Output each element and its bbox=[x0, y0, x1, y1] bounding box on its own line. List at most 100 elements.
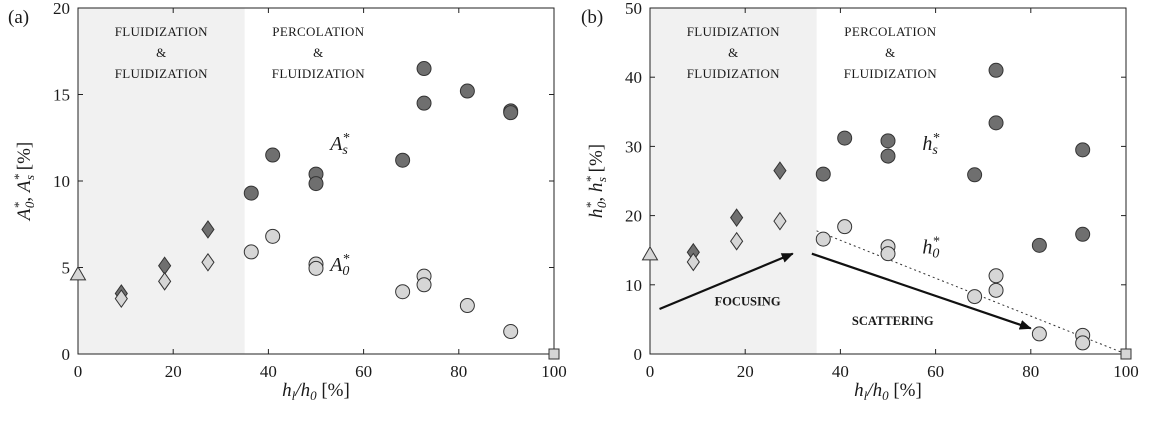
region-label-line: FLUIDIZATION bbox=[115, 66, 208, 81]
x-tick-label: 20 bbox=[737, 362, 754, 381]
y-tick-label: 20 bbox=[625, 207, 642, 226]
x-tick-label: 40 bbox=[832, 362, 849, 381]
x-tick-label: 80 bbox=[1022, 362, 1039, 381]
curve-label: h* 0 bbox=[922, 235, 939, 262]
data-point-circle bbox=[967, 167, 983, 183]
trend-arrow bbox=[659, 252, 794, 311]
data-point-circle bbox=[988, 115, 1004, 131]
y-tick-label: 15 bbox=[53, 86, 70, 105]
data-point-circle bbox=[880, 148, 896, 164]
data-point-diamond bbox=[773, 211, 787, 231]
panel-label: (a) bbox=[8, 7, 29, 28]
y-tick-label: 20 bbox=[53, 0, 70, 18]
region-label-line: FLUIDIZATION bbox=[687, 24, 780, 39]
x-tick-label: 40 bbox=[260, 362, 277, 381]
x-tick-label: 60 bbox=[927, 362, 944, 381]
data-point-circle bbox=[459, 83, 475, 99]
y-tick-label: 10 bbox=[625, 276, 642, 295]
data-point-circle bbox=[416, 95, 432, 111]
trend-arrow bbox=[811, 252, 1032, 330]
region-label-line: FLUIDIZATION bbox=[844, 66, 937, 81]
curve-label: A* s bbox=[328, 131, 349, 158]
panel-b: FLUIDIZATION & FLUIDIZATION PERCOLATION & FLU… bbox=[581, 0, 1139, 403]
annotation-label: SCATTERING bbox=[852, 314, 934, 328]
data-point-circle bbox=[265, 147, 281, 163]
data-point-circle bbox=[308, 260, 324, 276]
y-tick-label: 5 bbox=[62, 259, 71, 278]
data-point-circle bbox=[988, 268, 1004, 284]
region-label-line: & bbox=[156, 45, 166, 60]
y-tick-label: 0 bbox=[62, 345, 71, 364]
data-point-circle bbox=[265, 228, 281, 244]
shaded-region bbox=[78, 8, 245, 354]
x-axis-label: hl/h0 [%] bbox=[854, 380, 922, 403]
data-point-circle bbox=[815, 231, 831, 247]
data-point-circle bbox=[308, 176, 324, 192]
data-point-circle bbox=[967, 289, 983, 305]
region-label-line: PERCOLATION bbox=[272, 24, 364, 39]
data-point-diamond bbox=[114, 289, 128, 309]
y-tick-label: 30 bbox=[625, 137, 642, 156]
data-point-circle bbox=[459, 298, 475, 314]
data-point-square bbox=[1120, 348, 1132, 360]
data-point-circle bbox=[988, 282, 1004, 298]
x-tick-label: 80 bbox=[450, 362, 467, 381]
plot-frame bbox=[649, 7, 1127, 355]
panel-label: (b) bbox=[581, 7, 603, 28]
data-point-circle bbox=[395, 284, 411, 300]
data-point-circle bbox=[503, 105, 519, 121]
y-tick-label: 10 bbox=[53, 172, 70, 191]
data-point-triangle bbox=[641, 245, 659, 261]
y-tick-label: 50 bbox=[625, 0, 642, 18]
data-point-circle bbox=[395, 152, 411, 168]
data-point-diamond bbox=[158, 271, 172, 291]
curve-label: A* 0 bbox=[328, 252, 349, 279]
data-point-triangle bbox=[69, 265, 87, 281]
x-tick-label: 60 bbox=[355, 362, 372, 381]
data-point-diamond bbox=[773, 161, 787, 180]
data-point-diamond bbox=[730, 231, 744, 251]
x-tick-label: 20 bbox=[165, 362, 182, 381]
x-tick-label: 100 bbox=[1113, 362, 1139, 381]
panel-a: FLUIDIZATION & FLUIDIZATION PERCOLATION & FLU… bbox=[8, 0, 567, 403]
data-point-circle bbox=[1075, 142, 1091, 158]
shaded-region bbox=[650, 8, 817, 354]
data-point-circle bbox=[1031, 326, 1047, 342]
data-point-circle bbox=[988, 62, 1004, 78]
y-axis-label: A*0, A*s [%] bbox=[11, 142, 37, 223]
region-label-line: & bbox=[885, 45, 895, 60]
data-point-circle bbox=[880, 246, 896, 262]
x-tick-label: 100 bbox=[541, 362, 567, 381]
data-point-circle bbox=[1031, 237, 1047, 253]
data-point-circle bbox=[837, 130, 853, 146]
data-point-diamond bbox=[686, 252, 700, 272]
data-point-circle bbox=[416, 277, 432, 293]
data-point-circle bbox=[880, 133, 896, 149]
region-label-line: FLUIDIZATION bbox=[115, 24, 208, 39]
region-label-line: & bbox=[313, 45, 323, 60]
region-label-line: FLUIDIZATION bbox=[687, 66, 780, 81]
y-tick-label: 0 bbox=[634, 345, 643, 364]
region-label-line: FLUIDIZATION bbox=[272, 66, 365, 81]
data-point-square bbox=[548, 348, 560, 360]
x-tick-label: 0 bbox=[74, 362, 83, 381]
data-point-circle bbox=[837, 219, 853, 235]
x-tick-label: 0 bbox=[646, 362, 655, 381]
data-point-diamond bbox=[730, 208, 744, 228]
data-point-circle bbox=[416, 61, 432, 77]
data-point-diamond bbox=[201, 252, 215, 272]
annotation-label: FOCUSING bbox=[715, 295, 781, 309]
data-point-circle bbox=[1075, 335, 1091, 351]
x-axis-label: hl/h0 [%] bbox=[282, 380, 350, 403]
data-point-circle bbox=[815, 166, 831, 182]
data-point-circle bbox=[243, 244, 259, 260]
data-point-circle bbox=[503, 324, 519, 340]
curve-label: h* s bbox=[922, 131, 939, 158]
y-axis-label: h*0, h*s [%] bbox=[583, 144, 609, 218]
region-label-line: PERCOLATION bbox=[844, 24, 936, 39]
data-point-circle bbox=[243, 185, 259, 201]
data-point-diamond bbox=[201, 220, 215, 239]
region-label-line: & bbox=[728, 45, 738, 60]
data-point-circle bbox=[1075, 226, 1091, 242]
